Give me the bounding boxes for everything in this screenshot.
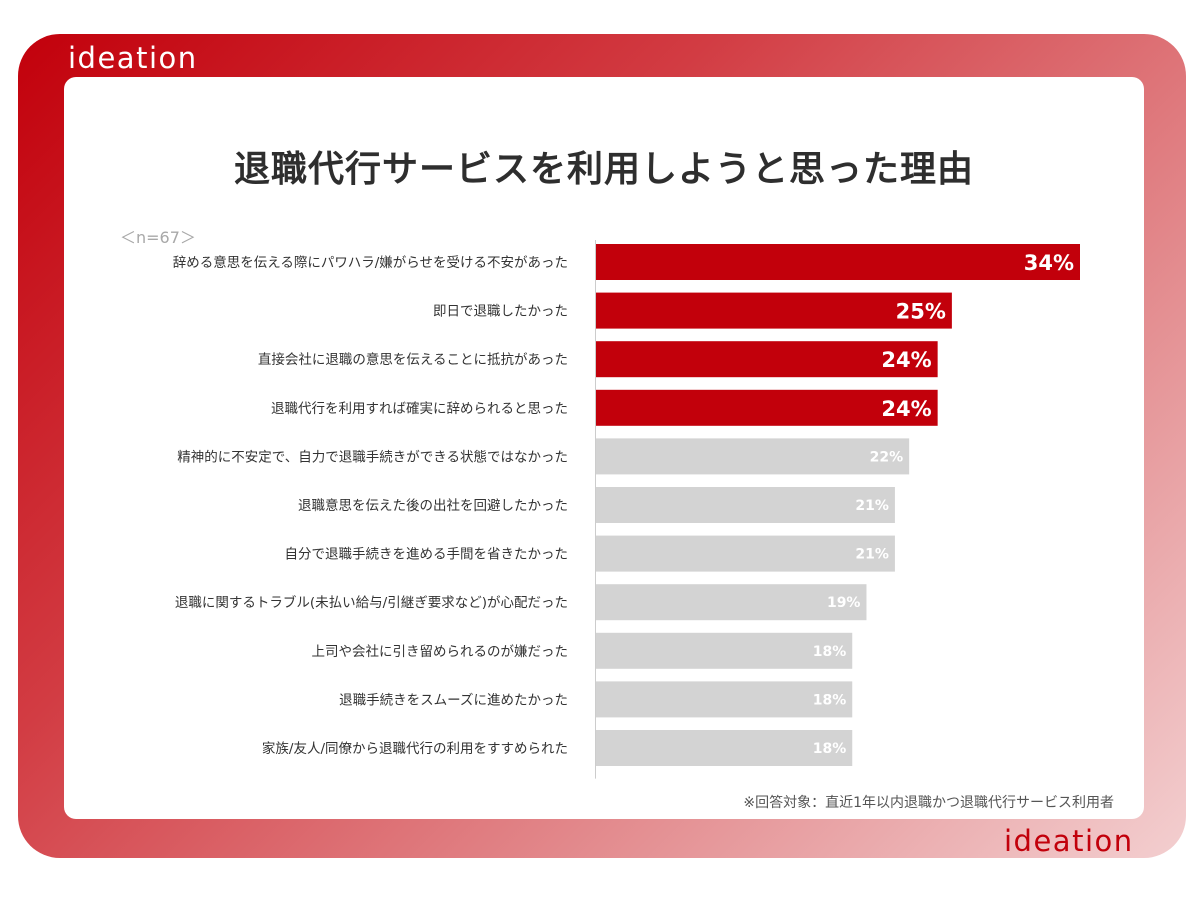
bar-10 — [596, 681, 853, 718]
bar-7 — [596, 535, 895, 572]
bar-9 — [596, 632, 853, 669]
value-label-6: 21% — [855, 498, 889, 514]
category-label-3: 直接会社に退職の意思を伝えることに抵抗があった — [258, 351, 568, 368]
value-label-5: 22% — [870, 449, 904, 465]
bar-3 — [596, 341, 938, 378]
category-label-1: 辞める意思を伝える際にパワハラ/嫌がらせを受ける不安があった — [173, 254, 568, 271]
bar-4 — [596, 389, 938, 426]
bar-5 — [596, 438, 910, 475]
bar-6 — [596, 487, 895, 523]
category-label-7: 自分で退職手続きを進める手間を省きたかった — [285, 547, 569, 563]
category-label-11: 家族/友人/同僚から退職代行の利用をすすめられた — [262, 740, 568, 757]
chart-title: 退職代行サービスを利用しようと思った理由 — [233, 149, 974, 190]
brand-logo-bottom: ideation — [1004, 824, 1134, 858]
value-label-4: 24% — [881, 397, 931, 421]
value-label-9: 18% — [813, 644, 847, 660]
category-label-10: 退職手続きをスムーズに進めたかった — [339, 692, 568, 708]
category-label-5: 精神的に不安定で、自力で退職手続きができる状態ではなかった — [177, 449, 568, 465]
bar-1 — [596, 244, 1080, 280]
value-label-7: 21% — [855, 547, 889, 563]
value-label-8: 19% — [827, 595, 861, 611]
category-label-6: 退職意思を伝えた後の出社を回避したかった — [298, 497, 568, 514]
category-label-4: 退職代行を利用すれば確実に辞められると思った — [271, 401, 568, 417]
category-label-8: 退職に関するトラブル(未払い給与/引継ぎ要求など)が心配だった — [175, 594, 568, 611]
category-label-2: 即日で退職したかった — [433, 304, 568, 320]
value-label-3: 24% — [881, 348, 931, 372]
value-label-10: 18% — [813, 692, 847, 708]
category-label-9: 上司や会社に引き留められるのが嫌だった — [312, 644, 569, 660]
footnote: ※回答対象：直近1年以内退職かつ退職代行サービス利用者 — [743, 795, 1114, 811]
bar-8 — [596, 584, 867, 621]
bar-2 — [596, 292, 952, 329]
bar-11 — [596, 730, 853, 766]
sample-size-label: ＜n=67＞ — [120, 228, 196, 247]
value-label-1: 34% — [1024, 251, 1074, 275]
value-label-11: 18% — [813, 741, 847, 757]
value-label-2: 25% — [896, 300, 946, 324]
brand-logo-top: ideation — [68, 41, 198, 75]
